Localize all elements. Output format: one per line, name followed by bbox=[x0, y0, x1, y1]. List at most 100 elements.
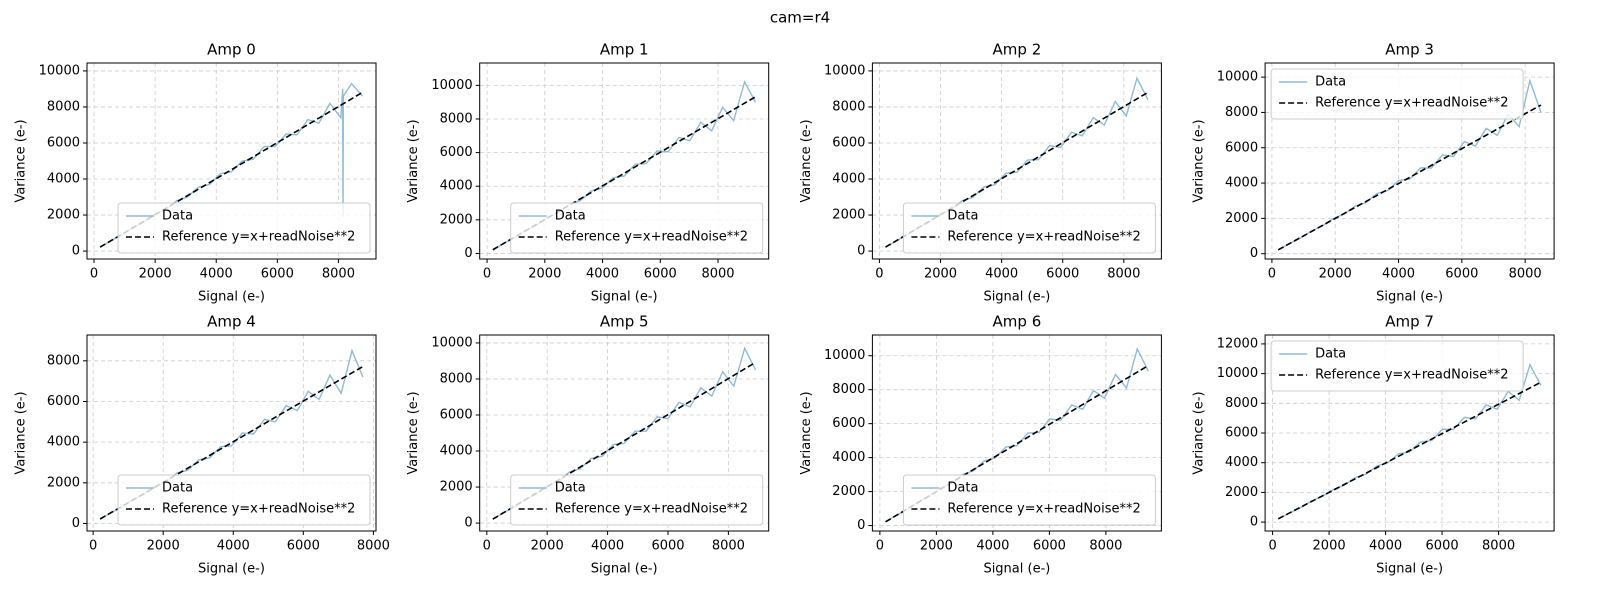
x-tick-label: 2000 bbox=[920, 539, 953, 554]
legend-label: Data bbox=[1315, 347, 1346, 362]
x-tick-label: 0 bbox=[483, 267, 491, 282]
axes-frame bbox=[1264, 62, 1555, 260]
y-tick-label: 6000 bbox=[1225, 426, 1258, 441]
x-tick-label: 4000 bbox=[985, 267, 1018, 282]
y-tick-label: 0 bbox=[857, 244, 865, 259]
y-tick-label: 10000 bbox=[1217, 366, 1258, 381]
x-tick-label: 6000 bbox=[1033, 539, 1066, 554]
x-axis-label: Signal (e-) bbox=[198, 290, 265, 305]
legend-label: Reference y=x+readNoise**2 bbox=[947, 502, 1140, 517]
x-tick-label: 0 bbox=[483, 539, 491, 554]
subplot: Amp 7 Signal (e-) Variance (e-) 0 2000 4000 60… bbox=[1192, 313, 1555, 577]
subplot-title: Amp 5 bbox=[600, 313, 649, 331]
y-tick-label: 4000 bbox=[47, 435, 80, 450]
axes-frame bbox=[479, 334, 770, 532]
x-tick-label: 2000 bbox=[531, 539, 564, 554]
x-tick-label: 0 bbox=[1268, 539, 1276, 554]
x-tick-label: 8000 bbox=[712, 539, 745, 554]
x-tick-label: 0 bbox=[89, 539, 97, 554]
y-tick-label: 4000 bbox=[1225, 176, 1258, 191]
subplot: Amp 5 Signal (e-) Variance (e-) 0 2000 4000 60… bbox=[406, 313, 770, 577]
x-tick-label: 6000 bbox=[651, 539, 684, 554]
y-tick-label: 2000 bbox=[832, 208, 865, 223]
legend-label: Data bbox=[162, 481, 193, 496]
legend-box bbox=[510, 474, 764, 526]
subplot: Amp 2 Signal (e-) Variance (e-) 0 2000 4000 60… bbox=[799, 41, 1162, 305]
legend-box bbox=[117, 474, 371, 526]
subplot: Amp 0 Signal (e-) Variance (e-) 0 2000 4000 60… bbox=[14, 41, 377, 305]
legend-label: Data bbox=[1315, 75, 1346, 90]
x-tick-label: 0 bbox=[90, 267, 98, 282]
axes-frame bbox=[871, 334, 1162, 532]
figure-title: cam=r4 bbox=[770, 9, 830, 27]
y-tick-label: 10000 bbox=[39, 63, 80, 78]
x-tick-label: 0 bbox=[876, 539, 884, 554]
x-tick-label: 6000 bbox=[1445, 267, 1478, 282]
subplot-title: Amp 2 bbox=[993, 41, 1042, 59]
y-tick-label: 6000 bbox=[47, 394, 80, 409]
axes-frame bbox=[479, 62, 770, 260]
legend-label: Reference y=x+readNoise**2 bbox=[1315, 96, 1508, 111]
x-axis-label: Signal (e-) bbox=[983, 290, 1050, 305]
y-tick-label: 4000 bbox=[440, 444, 473, 459]
y-axis-label: Variance (e-) bbox=[1192, 119, 1207, 202]
y-tick-label: 10000 bbox=[431, 335, 472, 350]
y-axis-label: Variance (e-) bbox=[14, 391, 29, 474]
y-tick-label: 0 bbox=[1250, 515, 1258, 530]
series-line bbox=[1277, 381, 1542, 520]
legend-label: Reference y=x+readNoise**2 bbox=[555, 230, 748, 245]
y-tick-label: 8000 bbox=[47, 99, 80, 114]
y-tick-label: 6000 bbox=[1225, 140, 1258, 155]
legend-label: Data bbox=[947, 209, 978, 224]
x-tick-label: 2000 bbox=[147, 539, 180, 554]
y-tick-label: 8000 bbox=[440, 371, 473, 386]
y-tick-label: 10000 bbox=[824, 348, 865, 363]
y-tick-label: 2000 bbox=[440, 212, 473, 227]
x-tick-label: 2000 bbox=[528, 267, 561, 282]
legend-box bbox=[902, 474, 1156, 526]
y-tick-label: 2000 bbox=[1225, 485, 1258, 500]
x-axis-label: Signal (e-) bbox=[1376, 290, 1443, 305]
subplot: Amp 3 Signal (e-) Variance (e-) 0 2000 4000 60… bbox=[1192, 41, 1555, 305]
legend-box bbox=[902, 202, 1156, 254]
x-tick-label: 4000 bbox=[217, 539, 250, 554]
x-tick-label: 6000 bbox=[1426, 539, 1459, 554]
x-tick-label: 8000 bbox=[322, 267, 355, 282]
x-tick-label: 8000 bbox=[357, 539, 390, 554]
y-axis-label: Variance (e-) bbox=[14, 119, 29, 202]
subplot-title: Amp 6 bbox=[993, 313, 1042, 331]
x-axis-label: Signal (e-) bbox=[591, 562, 658, 577]
legend-box bbox=[117, 202, 371, 254]
legend-label: Reference y=x+readNoise**2 bbox=[555, 502, 748, 517]
y-tick-label: 10000 bbox=[431, 78, 472, 93]
x-tick-label: 8000 bbox=[1107, 267, 1140, 282]
y-axis-label: Variance (e-) bbox=[406, 119, 421, 202]
subplot: Amp 4 Signal (e-) Variance (e-) 0 2000 4000 60… bbox=[14, 313, 390, 577]
x-tick-label: 6000 bbox=[644, 267, 677, 282]
x-tick-label: 8000 bbox=[1089, 539, 1122, 554]
x-tick-label: 0 bbox=[1268, 267, 1276, 282]
legend-label: Data bbox=[947, 481, 978, 496]
x-tick-label: 4000 bbox=[1369, 539, 1402, 554]
y-tick-label: 8000 bbox=[832, 99, 865, 114]
legend-label: Data bbox=[162, 209, 193, 224]
y-tick-label: 8000 bbox=[1225, 105, 1258, 120]
subplot-title: Amp 1 bbox=[600, 41, 649, 59]
x-tick-label: 4000 bbox=[1382, 267, 1415, 282]
x-axis-label: Signal (e-) bbox=[1376, 562, 1443, 577]
legend-label: Data bbox=[555, 481, 586, 496]
x-tick-label: 4000 bbox=[586, 267, 619, 282]
subplot-title: Amp 0 bbox=[207, 41, 256, 59]
axes-frame bbox=[871, 62, 1162, 260]
axes-frame bbox=[86, 62, 377, 260]
subplot-title: Amp 7 bbox=[1385, 313, 1434, 331]
y-tick-label: 6000 bbox=[440, 145, 473, 160]
subplot-title: Amp 3 bbox=[1385, 41, 1434, 59]
x-tick-label: 6000 bbox=[261, 267, 294, 282]
x-tick-label: 4000 bbox=[200, 267, 233, 282]
legend-label: Reference y=x+readNoise**2 bbox=[162, 230, 355, 245]
subplot: Amp 1 Signal (e-) Variance (e-) 0 2000 4000 60… bbox=[406, 41, 770, 305]
y-tick-label: 6000 bbox=[47, 135, 80, 150]
y-tick-label: 10000 bbox=[824, 63, 865, 78]
